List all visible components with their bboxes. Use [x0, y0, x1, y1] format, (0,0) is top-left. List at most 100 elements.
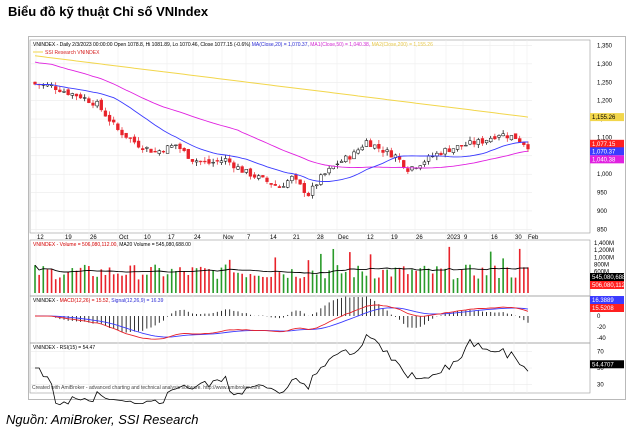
candle-down	[124, 132, 128, 138]
volume-value-tag-bg	[590, 281, 624, 289]
candle-up	[257, 175, 261, 179]
volume-bar-down	[59, 277, 61, 293]
candle-down	[132, 136, 137, 143]
volume-bar-up	[336, 265, 339, 293]
volume-bar-up	[83, 264, 86, 293]
macd-line	[34, 304, 529, 340]
page-title: Biểu đồ kỹ thuật Chỉ số VNIndex	[8, 4, 209, 19]
candle-down	[99, 99, 103, 111]
volume-bar-down	[133, 265, 136, 293]
ma200-line	[34, 55, 529, 118]
volume-bar-up	[212, 270, 214, 293]
macd-legend: VNINDEX - MACD(12,26) = 15.52, Signal(12…	[33, 298, 164, 304]
candle-down	[228, 158, 232, 163]
candle-up	[410, 166, 414, 171]
volume-bar-up	[386, 269, 388, 293]
candle-down	[406, 168, 410, 172]
candle-up	[364, 140, 369, 147]
volume-bar-down	[266, 277, 268, 293]
volume-bar-down	[129, 265, 132, 293]
price-legend: VNINDEX - Daily 2/3/2023 00:00:00 Open 1…	[33, 42, 433, 48]
volume-bar-up	[282, 274, 285, 293]
footer-credit: Created with AmiBroker - advanced charti…	[32, 385, 260, 391]
volume-y-tick: 800M	[594, 262, 609, 268]
macd-y-tick: -20	[597, 325, 606, 331]
volume-bar-down	[402, 266, 405, 293]
candle-up	[464, 144, 468, 147]
candle-down	[302, 183, 306, 193]
candle-down	[136, 140, 141, 148]
price-value-tag: 1,155.26	[592, 115, 616, 121]
volume-bar-up	[166, 274, 169, 293]
volume-bar-up	[220, 267, 223, 293]
volume-bar-down	[274, 257, 277, 293]
candle-down	[526, 144, 530, 150]
candle-up	[476, 139, 480, 145]
volume-bar-up	[257, 275, 260, 293]
macd-legend-part: VNINDEX -	[33, 298, 60, 304]
candle-down	[66, 89, 70, 96]
signal-line	[35, 307, 529, 338]
volume-bar-up	[411, 269, 413, 293]
date-tick: 12	[367, 235, 374, 241]
candle-up	[236, 166, 240, 170]
price-value-tag-bg	[590, 139, 624, 148]
candle-up	[344, 155, 348, 163]
volume-bar-down	[150, 266, 152, 293]
candle-down	[103, 110, 108, 117]
candle-up	[62, 91, 66, 93]
candle-down	[518, 138, 522, 143]
volume-bar-up	[170, 268, 173, 293]
volume-bar-down	[523, 267, 525, 293]
candle-up	[385, 149, 389, 152]
volume-bar-down	[303, 277, 306, 293]
candle-down	[381, 150, 385, 153]
volume-value-tag: 545,080,688	[592, 275, 626, 281]
volume-legend-part: MA20 Volume = 545,080,688.00	[119, 242, 191, 248]
volume-bar-up	[146, 274, 148, 293]
candle-down	[252, 174, 257, 178]
candle-down	[265, 177, 269, 182]
volume-bar-up	[498, 277, 500, 293]
volume-bar-up	[237, 272, 239, 293]
panel-frames	[29, 39, 591, 394]
volume-value-tag-bg	[590, 273, 624, 281]
candle-up	[315, 184, 319, 187]
volume-panel	[34, 246, 529, 293]
date-tick: 26	[90, 235, 97, 241]
date-tick: 17	[168, 235, 175, 241]
volume-bar-up	[373, 278, 376, 293]
candle-down	[153, 151, 157, 153]
volume-bar-up	[444, 268, 446, 293]
price-value-tag-bg	[590, 147, 624, 156]
date-tick: 9	[464, 235, 468, 241]
volume-bar-up	[291, 269, 293, 293]
candle-up	[509, 135, 514, 141]
macd-value-tag: 15.5208	[592, 306, 614, 312]
price-value-tag: 1,077.15	[592, 142, 616, 148]
candle-down	[128, 137, 132, 139]
volume-bar-up	[489, 251, 492, 293]
date-tick: 10	[144, 235, 151, 241]
rsi-value-tag: 54.4707	[592, 362, 614, 368]
volume-bar-down	[473, 275, 475, 293]
candle-up	[426, 155, 431, 162]
volume-bar-down	[104, 274, 107, 293]
ma20-line	[34, 83, 528, 182]
volume-bar-down	[187, 274, 190, 293]
volume-bar-down	[369, 254, 372, 293]
volume-bar-down	[228, 259, 231, 293]
price-value-tag: 1,070.37	[592, 149, 616, 155]
volume-bar-up	[311, 270, 314, 293]
volume-bar-down	[295, 276, 297, 293]
candle-up	[373, 144, 377, 149]
date-tick: 21	[293, 235, 300, 241]
candle-down	[141, 148, 145, 151]
price-y-tick: 950	[597, 191, 608, 197]
candle-down	[513, 133, 518, 140]
volume-bar-down	[518, 248, 521, 293]
volume-bar-up	[42, 266, 45, 293]
volume-bar-down	[179, 267, 181, 293]
date-tick: 2023	[447, 235, 461, 241]
volume-bar-down	[108, 267, 111, 293]
